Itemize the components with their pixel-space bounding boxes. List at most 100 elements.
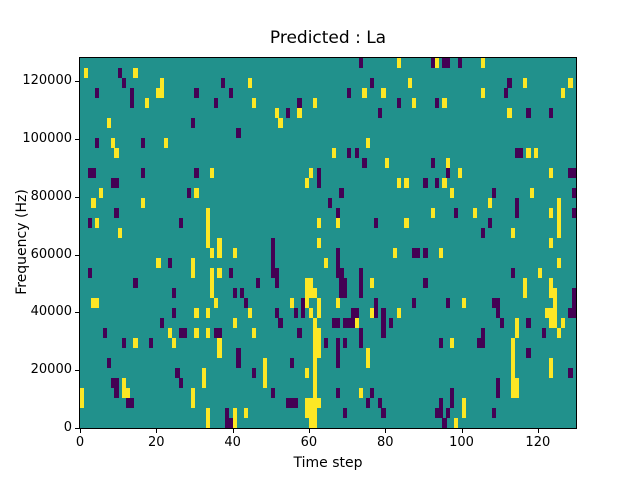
heatmap-cell [450, 388, 455, 398]
heatmap-cell [293, 308, 298, 318]
heatmap-cell [190, 388, 195, 398]
heatmap-cell [209, 288, 214, 298]
heatmap-cell [472, 208, 478, 218]
heatmap-cell [308, 168, 314, 178]
heatmap-cell [492, 188, 497, 198]
heatmap-cell [110, 378, 115, 388]
heatmap-cell [289, 358, 295, 368]
heatmap-cell [102, 328, 108, 338]
heatmap-cell [297, 108, 302, 118]
heatmap-cell [91, 168, 96, 178]
heatmap-cell [343, 288, 348, 298]
heatmap-cell [511, 388, 516, 398]
heatmap-cell [129, 88, 134, 98]
y-tick-mark [75, 196, 79, 198]
y-tick-label: 80000 [30, 188, 72, 204]
heatmap-cell [232, 318, 237, 328]
heatmap-cell [312, 328, 317, 338]
heatmap-cell [110, 178, 115, 188]
heatmap-cell [381, 408, 386, 418]
heatmap-cell [316, 328, 321, 338]
heatmap-cell [121, 338, 127, 348]
heatmap-cell [572, 308, 576, 318]
heatmap-cell [163, 138, 169, 148]
heatmap-cell [556, 208, 562, 218]
heatmap-cell [335, 388, 340, 398]
heatmap-cell [251, 98, 256, 108]
heatmap-cell [278, 118, 283, 128]
heatmap-cell [404, 178, 409, 188]
heatmap-cell [526, 108, 531, 118]
heatmap-cell [522, 288, 527, 298]
heatmap-cell [480, 58, 485, 68]
heatmap-cell [362, 88, 367, 98]
heatmap-cell [453, 418, 459, 428]
heatmap-cell [438, 338, 443, 348]
x-tick-label: 80 [376, 435, 394, 450]
heatmap-cell [568, 308, 573, 318]
heatmap-cell [526, 318, 531, 328]
heatmap-cell [415, 248, 420, 258]
heatmap-cell [236, 128, 241, 138]
y-tick-label: 0 [63, 420, 72, 435]
heatmap-cell [369, 78, 375, 88]
heatmap-cell [331, 318, 337, 328]
heatmap-cell [572, 188, 576, 198]
heatmap-cell [270, 268, 275, 278]
heatmap-cell [461, 298, 466, 308]
x-tick-label: 120 [525, 435, 551, 450]
heatmap-cell [503, 88, 508, 98]
heatmap-cell [209, 168, 214, 178]
heatmap-cell [232, 418, 237, 428]
heatmap-cell [461, 398, 466, 408]
heatmap-cell [213, 328, 218, 338]
y-tick-label: 60000 [30, 246, 72, 262]
x-tick-label: 20 [148, 435, 165, 450]
heatmap-cell [301, 308, 306, 318]
y-tick-mark [75, 370, 79, 372]
heatmap-cell [446, 408, 451, 418]
heatmap-cell [179, 328, 184, 338]
heatmap-cell [251, 328, 256, 338]
heatmap-cell [205, 418, 211, 428]
heatmap-cell [339, 288, 344, 298]
heatmap-cell [530, 188, 535, 198]
heatmap-cell [175, 368, 180, 378]
heatmap-cell [366, 348, 371, 358]
heatmap-cell [133, 68, 138, 78]
heatmap-cell [95, 218, 100, 228]
heatmap-cell [312, 288, 317, 298]
heatmap-cell [534, 148, 539, 158]
heatmap-cell [121, 388, 127, 398]
heatmap-cell [236, 348, 241, 358]
heatmap-cell [308, 418, 314, 428]
heatmap-cell [160, 88, 165, 98]
heatmap-cell [255, 278, 260, 288]
heatmap-cell [396, 58, 401, 68]
x-tick-label: 0 [75, 435, 85, 450]
heatmap-cell [431, 208, 436, 218]
heatmap-cell [202, 378, 207, 388]
heatmap-cell [305, 398, 310, 408]
heatmap-cell [450, 398, 455, 408]
heatmap-cell [411, 298, 417, 308]
heatmap-cell [121, 78, 127, 88]
heatmap-cell [224, 408, 230, 418]
heatmap-cell [431, 158, 436, 168]
heatmap-cell [434, 408, 440, 418]
heatmap-cell [286, 108, 291, 118]
heatmap-cell [549, 288, 554, 298]
heatmap-cell [350, 308, 356, 318]
heatmap-cell [514, 318, 520, 328]
y-tick-mark [75, 312, 79, 314]
heatmap-cell [396, 178, 401, 188]
heatmap-cell [457, 168, 462, 178]
x-axis-label: Time step [293, 455, 363, 471]
heatmap-cell [335, 258, 340, 268]
heatmap-cell [87, 168, 92, 178]
heatmap-cell [358, 268, 363, 278]
heatmap-cell [289, 298, 295, 308]
heatmap-cell [205, 218, 211, 228]
y-axis-label: Frequency (Hz) [14, 189, 30, 295]
heatmap-cell [343, 408, 348, 418]
